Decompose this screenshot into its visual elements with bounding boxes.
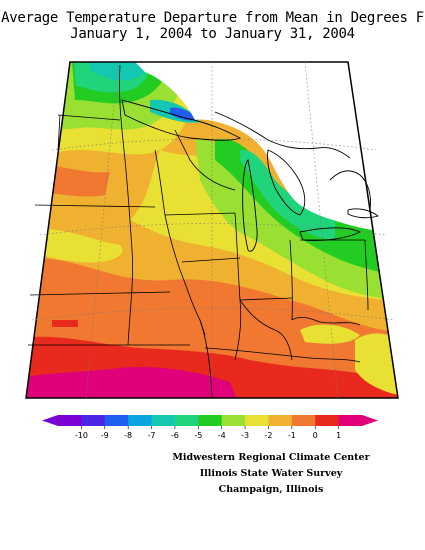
legend-swatch [338, 415, 363, 426]
state-boundaries [28, 64, 369, 399]
legend-arrow-right [362, 415, 378, 426]
legend-swatch [81, 415, 106, 426]
legend-label: -8 [124, 431, 132, 440]
legend-swatch [151, 415, 176, 426]
legend-swatch [268, 415, 293, 426]
legend-swatch [291, 415, 316, 426]
great-lakes-outline [121, 99, 379, 252]
legend-swatch [198, 415, 223, 426]
legend-label: -3 [241, 431, 249, 440]
color-scale-bar [42, 415, 378, 426]
legend-swatch [315, 415, 340, 426]
legend-swatch [128, 415, 153, 426]
color-scale-labels: -10 -9 -8 -7 -6 -5 -4 -3 -2 -1 0 1 [75, 426, 341, 440]
legend-swatch [104, 415, 129, 426]
lat-lon-grid [31, 61, 395, 399]
map-date-range: January 1, 2004 to January 31, 2004 [70, 26, 355, 42]
legend-swatch [221, 415, 246, 426]
legend-swatch [58, 415, 82, 426]
legend-swatch [174, 415, 199, 426]
legend-arrow-left [42, 415, 58, 426]
legend-label: -6 [171, 431, 179, 440]
legend-label: -9 [101, 431, 109, 440]
map-title: Average Temperature Departure from Mean … [1, 10, 424, 26]
credit-survey: Illinois State Water Survey [199, 468, 343, 479]
legend-label: 1 [336, 431, 341, 440]
credit-location: Champaign, Illinois [218, 484, 324, 495]
legend-label: -5 [194, 431, 202, 440]
legend-label: -1 [288, 431, 296, 440]
legend-label: -4 [218, 431, 226, 440]
legend-label: 0 [313, 431, 318, 440]
legend-swatch [245, 415, 269, 426]
legend-label: -10 [75, 431, 88, 440]
legend-label: -2 [264, 431, 272, 440]
legend-label: -7 [148, 431, 156, 440]
credit-center: Midwestern Regional Climate Center [172, 452, 370, 463]
